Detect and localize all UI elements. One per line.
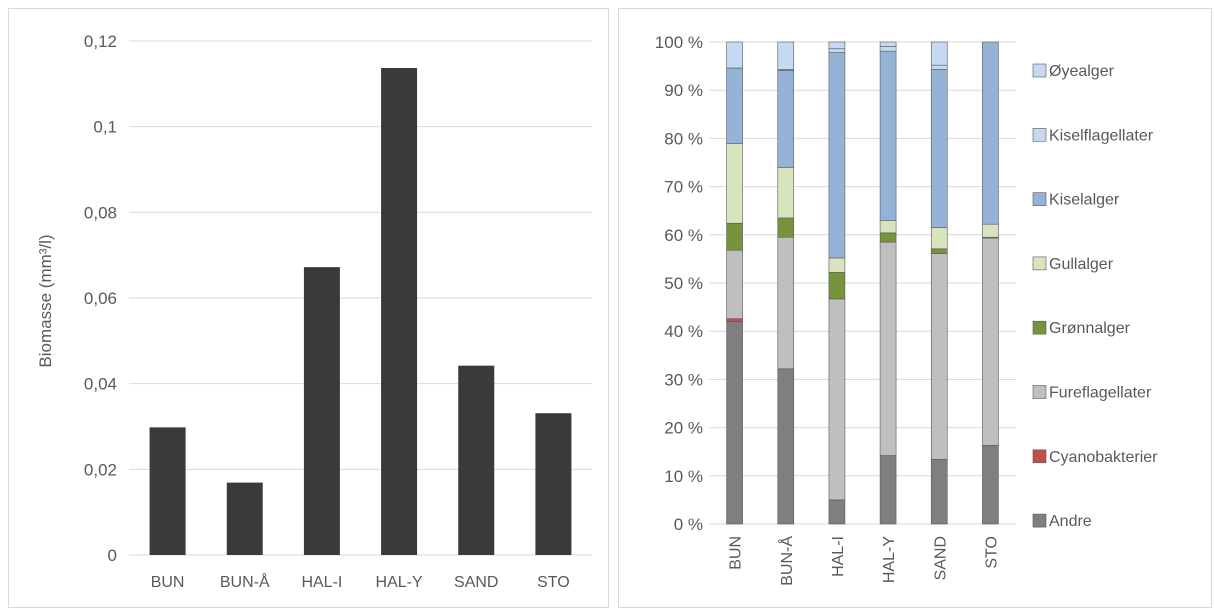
segment-hal-y-3 <box>879 232 897 243</box>
x-tick-label: BUN-Å <box>777 536 796 586</box>
segment-bun-0 <box>726 321 743 525</box>
composition-stacked-chart: 0 % 10 % 20 % 30 % 40 % 50 % 60 % 70 % 80 % 90 % 1… <box>655 33 1158 586</box>
legend: Øyealger Kiselflagellater Kiselalger Gullal… <box>1032 63 1158 530</box>
x-tick-label: SAND <box>454 574 498 591</box>
segment-hal-i-4 <box>828 257 846 273</box>
bar-sto <box>535 413 572 555</box>
y-tick-label: 90 % <box>664 81 703 100</box>
segment-sand-6 <box>930 64 948 70</box>
x-tick-label: BUN <box>151 574 185 591</box>
biomass-bar-chart: 0 0,02 0,04 0,06 0,08 0,1 0,12 BUN BUN-Å HAL-I HA… <box>36 32 592 591</box>
x-tick-label: SAND <box>932 536 949 580</box>
y-tick-label: 0,06 <box>84 289 117 308</box>
y-tick-label: 50 % <box>664 274 703 293</box>
segment-hal-i-0 <box>828 499 846 525</box>
bar-sand <box>458 365 495 555</box>
x-tick-label: HAL-I <box>301 574 342 591</box>
segment-hal-y-6 <box>879 46 897 52</box>
legend-swatch <box>1032 385 1047 399</box>
segment-sto-0 <box>982 445 999 525</box>
legend-label: Andre <box>1049 513 1092 530</box>
y-tick-label: 80 % <box>664 129 703 148</box>
segment-sand-0 <box>930 459 948 525</box>
segment-sand-4 <box>930 227 948 250</box>
segment-sand-5 <box>930 69 948 228</box>
legend-label: Fureflagellater <box>1049 385 1152 402</box>
x-tick-label: STO <box>537 574 570 591</box>
y-tick-label: 0 <box>108 546 117 565</box>
segment-sand-2 <box>930 253 948 460</box>
segment-hal-i-2 <box>828 298 846 501</box>
segment-bun-1 <box>726 318 743 322</box>
segment-hal-y-7 <box>879 41 897 47</box>
y-tick-label: 40 % <box>664 322 703 341</box>
segment-bun-5 <box>726 67 743 145</box>
x-tick-label: STO <box>983 536 1000 569</box>
legend-label: Cyanobakterier <box>1049 449 1158 466</box>
legend-swatch <box>1032 320 1047 335</box>
segment-hal-i-7 <box>828 41 846 50</box>
segment-sand-7 <box>930 41 948 66</box>
segment-hal-y-2 <box>879 241 897 456</box>
legend-swatch <box>1032 256 1047 271</box>
y-tick-label: 20 % <box>664 419 703 438</box>
segment-hal-i-3 <box>828 272 846 300</box>
segment-sto-2 <box>982 237 999 446</box>
segment-hal-y-5 <box>879 50 897 221</box>
segment-bun-å-0 <box>777 368 795 525</box>
segment-hal-i-6 <box>828 48 846 53</box>
x-tick-label: HAL-Y <box>376 574 423 591</box>
y-tick-label: 100 % <box>655 33 703 52</box>
segment-bun-å-2 <box>777 236 795 370</box>
y-tick-label: 0,12 <box>84 32 117 51</box>
x-tick-label: BUN-Å <box>220 572 270 591</box>
bar-bun-å <box>226 482 263 555</box>
segment-bun-å-4 <box>777 167 795 219</box>
composition-chart-panel: 0 % 10 % 20 % 30 % 40 % 50 % 60 % 70 % 80 % 90 % 1… <box>618 8 1212 608</box>
segment-hal-y-4 <box>879 220 897 234</box>
y-tick-label: 0,02 <box>84 460 117 479</box>
segment-bun-å-3 <box>777 217 795 238</box>
segment-bun-å-5 <box>777 70 795 168</box>
legend-label: Øyealger <box>1049 63 1115 80</box>
legend-swatch <box>1032 449 1047 464</box>
y-tick-label: 30 % <box>664 370 703 389</box>
x-tick-label: BUN <box>728 536 745 570</box>
y-tick-label: 0,1 <box>93 118 117 137</box>
segment-sto-5 <box>982 41 999 225</box>
segment-bun-å-7 <box>777 41 795 70</box>
y-tick-label: 70 % <box>664 178 703 197</box>
legend-label: Grønnalger <box>1049 320 1131 337</box>
legend-swatch <box>1032 63 1047 78</box>
legend-label: Kiselflagellater <box>1049 127 1154 144</box>
y-tick-label: 10 % <box>664 467 703 486</box>
y-tick-label: 60 % <box>664 226 703 245</box>
biomass-chart-panel: 0 0,02 0,04 0,06 0,08 0,1 0,12 BUN BUN-Å HAL-I HA… <box>8 8 609 608</box>
y-tick-label: 0,04 <box>84 375 117 394</box>
legend-label: Gullalger <box>1049 256 1114 273</box>
segment-sand-3 <box>930 248 948 254</box>
legend-swatch <box>1032 128 1047 142</box>
segment-hal-i-5 <box>828 52 846 259</box>
x-tick-label: HAL-Y <box>881 536 898 583</box>
segment-bun-2 <box>726 249 743 319</box>
y-axis-label: Biomasse (mm³/l) <box>36 234 55 367</box>
bar-hal-i <box>303 267 340 555</box>
legend-swatch <box>1032 192 1047 206</box>
segment-hal-y-0 <box>879 455 897 525</box>
y-tick-label: 0,08 <box>84 203 117 222</box>
segment-sto-4 <box>982 223 999 238</box>
segment-bun-3 <box>726 222 743 251</box>
segment-bun-7 <box>726 41 743 69</box>
legend-swatch <box>1032 513 1047 528</box>
x-tick-label: HAL-I <box>830 536 847 577</box>
bar-hal-y <box>381 67 418 556</box>
segment-bun-4 <box>726 143 743 224</box>
y-tick-label: 0 % <box>674 515 703 534</box>
legend-label: Kiselalger <box>1049 192 1120 209</box>
bar-bun <box>149 427 186 555</box>
